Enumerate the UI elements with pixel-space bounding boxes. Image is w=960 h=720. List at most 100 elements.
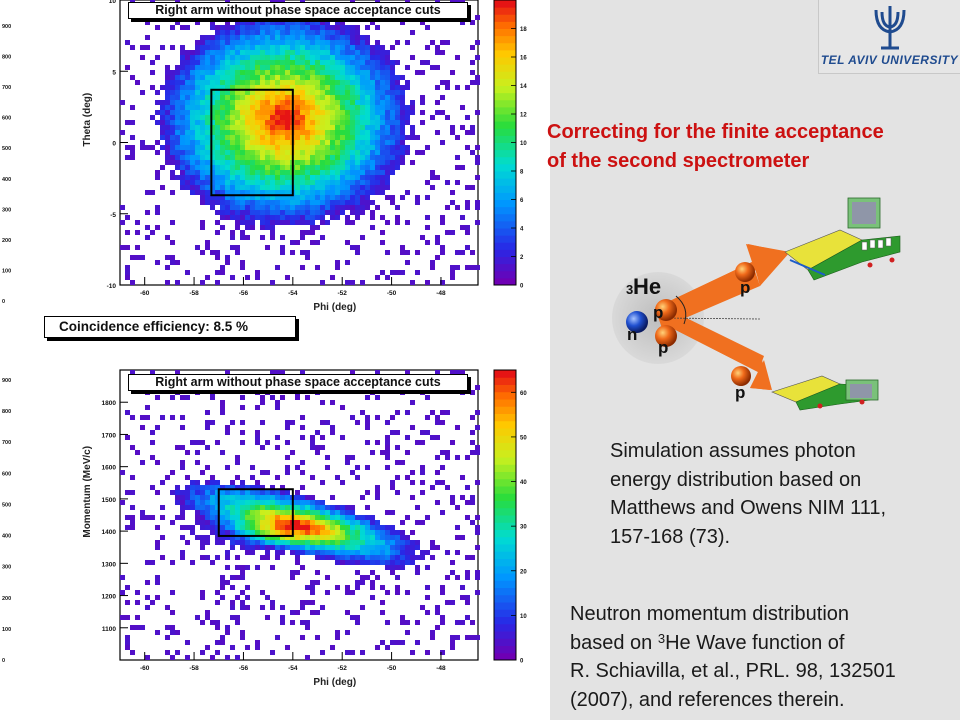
heatmap-cell bbox=[420, 490, 425, 495]
heatmap-cell bbox=[180, 395, 185, 400]
heatmap-cell bbox=[385, 165, 390, 170]
heatmap-cell bbox=[170, 655, 175, 660]
heatmap-cell bbox=[215, 250, 220, 255]
heatmap-cell bbox=[470, 415, 475, 420]
heatmap-cell bbox=[295, 25, 300, 30]
heatmap-cell bbox=[240, 140, 245, 145]
heatmap-cell bbox=[370, 85, 375, 90]
heatmap-cell bbox=[305, 175, 310, 180]
heatmap-cell bbox=[290, 575, 295, 580]
heatmap-cell bbox=[355, 80, 360, 85]
colorbar-segment bbox=[494, 493, 516, 501]
heatmap-cell bbox=[335, 135, 340, 140]
heatmap-cell bbox=[305, 515, 310, 520]
heatmap-cell bbox=[325, 20, 330, 25]
heatmap-cell bbox=[305, 140, 310, 145]
heatmap-cell bbox=[145, 405, 150, 410]
heatmap-cell bbox=[175, 485, 180, 490]
heatmap-cell bbox=[330, 130, 335, 135]
heatmap-cell bbox=[265, 225, 270, 230]
heatmap-cell bbox=[335, 75, 340, 80]
heatmap-cell bbox=[335, 145, 340, 150]
heatmap-cell bbox=[355, 65, 360, 70]
heatmap-cell bbox=[260, 545, 265, 550]
heatmap-cell bbox=[305, 585, 310, 590]
heatmap-cell bbox=[225, 530, 230, 535]
heatmap-cell bbox=[180, 550, 185, 555]
heatmap-cell bbox=[280, 35, 285, 40]
heatmap-cell bbox=[275, 400, 280, 405]
heatmap-cell bbox=[465, 615, 470, 620]
heatmap-cell bbox=[225, 145, 230, 150]
heatmap-cell bbox=[335, 95, 340, 100]
heatmap-cell bbox=[275, 120, 280, 125]
heatmap-cell bbox=[315, 50, 320, 55]
heatmap-cell bbox=[200, 100, 205, 105]
heatmap-cell bbox=[275, 60, 280, 65]
heatmap-cell bbox=[405, 85, 410, 90]
heatmap-cell bbox=[230, 645, 235, 650]
heatmap-cell bbox=[245, 90, 250, 95]
heatmap-cell bbox=[205, 540, 210, 545]
heatmap-cell bbox=[440, 110, 445, 115]
heatmap-cell bbox=[335, 150, 340, 155]
heatmap-cell bbox=[170, 220, 175, 225]
heatmap-cell bbox=[270, 535, 275, 540]
heatmap-cell bbox=[335, 20, 340, 25]
heatmap-cell bbox=[355, 215, 360, 220]
heatmap-cell bbox=[385, 185, 390, 190]
heatmap-cell bbox=[380, 120, 385, 125]
heatmap-cell bbox=[260, 45, 265, 50]
heatmap-cell bbox=[280, 200, 285, 205]
heatmap-cell bbox=[395, 115, 400, 120]
heatmap-cell bbox=[140, 45, 145, 50]
heatmap-cell bbox=[365, 195, 370, 200]
heatmap-cell bbox=[275, 50, 280, 55]
heatmap-cell bbox=[310, 165, 315, 170]
heatmap-cell bbox=[255, 175, 260, 180]
heatmap-cell bbox=[200, 160, 205, 165]
heatmap-cell bbox=[290, 535, 295, 540]
heatmap-cell bbox=[375, 130, 380, 135]
heatmap-cell bbox=[165, 110, 170, 115]
heatmap-cell bbox=[155, 120, 160, 125]
heatmap-cell bbox=[200, 60, 205, 65]
heatmap-cell bbox=[175, 90, 180, 95]
heatmap-cell bbox=[250, 215, 255, 220]
colorbar-tick-label: 16 bbox=[520, 56, 527, 62]
heatmap-cell bbox=[200, 120, 205, 125]
heatmap-cell bbox=[270, 235, 275, 240]
heatmap-cell bbox=[160, 120, 165, 125]
heatmap-cell bbox=[300, 85, 305, 90]
heatmap-cell bbox=[125, 145, 130, 150]
heatmap-cell bbox=[245, 215, 250, 220]
heatmap-cell bbox=[160, 85, 165, 90]
heatmap-cell bbox=[205, 185, 210, 190]
heatmap-cell bbox=[400, 535, 405, 540]
heatmap-cell bbox=[220, 180, 225, 185]
colorbar-segment bbox=[494, 638, 516, 646]
heatmap-cell bbox=[200, 75, 205, 80]
heatmap-cell bbox=[280, 165, 285, 170]
heatmap-cell bbox=[255, 160, 260, 165]
heatmap-cell bbox=[350, 220, 355, 225]
heatmap-cell bbox=[240, 220, 245, 225]
heatmap-cell bbox=[365, 110, 370, 115]
heatmap-cell bbox=[345, 185, 350, 190]
heatmap-cell bbox=[280, 535, 285, 540]
heatmap-cell bbox=[475, 205, 480, 210]
heatmap-cell bbox=[235, 215, 240, 220]
heatmap-cell bbox=[200, 140, 205, 145]
heatmap-cell bbox=[325, 160, 330, 165]
heatmap-cell bbox=[235, 475, 240, 480]
heatmap-cell bbox=[310, 155, 315, 160]
heatmap-cell bbox=[285, 455, 290, 460]
heatmap-cell bbox=[460, 20, 465, 25]
heatmap-cell bbox=[315, 530, 320, 535]
heatmap-cell bbox=[255, 95, 260, 100]
heatmap-cell bbox=[320, 40, 325, 45]
colorbar-segment bbox=[494, 594, 516, 603]
heatmap-cell bbox=[165, 135, 170, 140]
heatmap-cell bbox=[475, 15, 480, 20]
heatmap-cell bbox=[450, 640, 455, 645]
